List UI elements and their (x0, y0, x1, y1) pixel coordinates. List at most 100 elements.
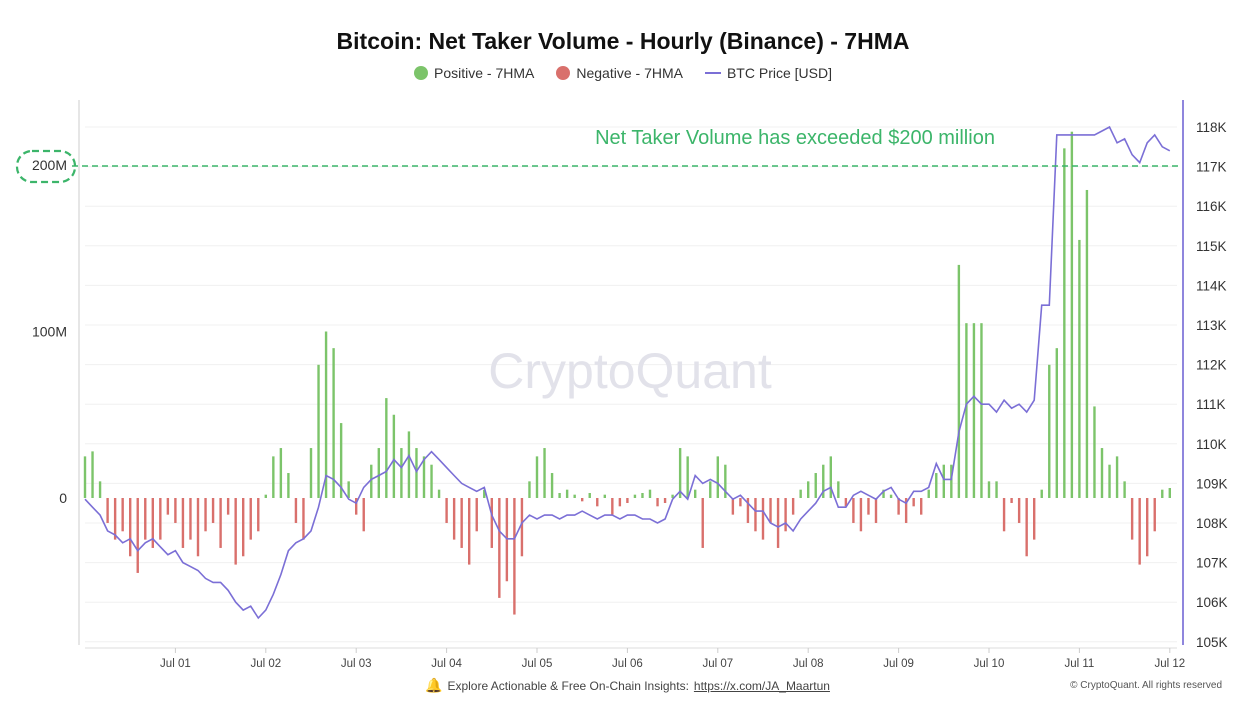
legend-price-label: BTC Price [USD] (726, 65, 832, 81)
right-tick-label: 112K (1196, 358, 1227, 373)
x-tick-label: Jul 04 (431, 658, 462, 670)
positive-bar (347, 481, 350, 498)
positive-bar (694, 489, 697, 498)
positive-bar (377, 448, 380, 498)
positive-bar (430, 464, 433, 498)
positive-bar (603, 494, 606, 498)
x-tick-label: Jul 01 (160, 658, 191, 670)
negative-bar (151, 498, 154, 548)
negative-bar (234, 498, 237, 565)
right-tick-label: 110K (1196, 437, 1227, 452)
positive-bar (558, 493, 561, 498)
positive-bar (822, 464, 825, 498)
positive-bar (535, 456, 539, 498)
negative-bar (769, 498, 772, 523)
footer: 🔔 Explore Actionable & Free On-Chain Ins… (425, 677, 830, 694)
positive-bar (935, 473, 938, 498)
legend-positive[interactable]: Positive - 7HMA (414, 65, 534, 81)
negative-bar (174, 498, 177, 523)
copyright: © CryptoQuant. All rights reserved (1070, 680, 1222, 691)
positive-bar (1093, 406, 1096, 498)
negative-bar (460, 498, 463, 548)
positive-bar (633, 494, 637, 498)
positive-bar (648, 489, 652, 498)
positive-bar (1063, 148, 1066, 498)
positive-bar (437, 489, 441, 498)
positive-bar (91, 451, 94, 498)
negative-bar (219, 498, 222, 548)
positive-bar (83, 456, 87, 498)
positive-bar (686, 456, 689, 498)
x-tick-label: Jul 08 (793, 658, 824, 670)
negative-bar (626, 498, 629, 503)
legend-price[interactable]: BTC Price [USD] (704, 65, 832, 81)
positive-bar (987, 481, 991, 498)
negative-bar (505, 498, 509, 582)
negative-bar (106, 498, 109, 523)
negative-bar (611, 498, 614, 515)
x-tick-label: Jul 03 (341, 658, 372, 670)
negative-bar (844, 498, 848, 507)
x-tick-label: Jul 05 (522, 658, 553, 670)
right-tick-label: 118K (1196, 120, 1227, 135)
positive-bar (814, 473, 817, 498)
negative-bar (867, 498, 870, 515)
negative-bar (242, 498, 245, 557)
legend-negative[interactable]: Negative - 7HMA (556, 65, 683, 81)
negative-bar (776, 498, 780, 548)
negative-bar (257, 498, 260, 532)
positive-bar (483, 489, 486, 498)
positive-bar (927, 489, 930, 498)
negative-bar (166, 498, 170, 515)
positive-bar (1100, 448, 1104, 498)
negative-bar (144, 498, 147, 540)
negative-bar (121, 498, 124, 532)
negative-bar (113, 498, 117, 540)
positive-bar (272, 456, 275, 498)
positive-bar (889, 494, 893, 498)
positive-bar (264, 494, 267, 498)
positive-bar (1115, 456, 1119, 498)
positive-bar (641, 493, 644, 498)
right-tick-label: 106K (1196, 595, 1228, 610)
btc-price-line (84, 125, 1171, 620)
positive-bar (671, 494, 674, 498)
negative-bar (663, 498, 667, 503)
positive-bar (724, 464, 727, 498)
negative-bar (1025, 498, 1028, 557)
negative-bar (784, 498, 787, 532)
positive-bar (385, 398, 388, 498)
x-tick-label: Jul 11 (1064, 658, 1094, 670)
positive-bar (1108, 464, 1111, 498)
negative-bar (1138, 498, 1141, 565)
x-tick-label: Jul 12 (1154, 658, 1185, 670)
negative-bar (226, 498, 230, 515)
positive-bar (942, 464, 945, 498)
volume-bars (83, 131, 1171, 615)
left-tick-label: 0 (59, 490, 67, 506)
right-tick-label: 105K (1196, 635, 1228, 650)
right-tick-label: 115K (1196, 239, 1227, 254)
bell-icon: 🔔 (425, 677, 443, 693)
left-tick-label: 100M (32, 324, 67, 340)
positive-bar (98, 481, 102, 498)
negative-bar (196, 498, 200, 557)
positive-bar (1070, 131, 1074, 498)
legend-positive-label: Positive - 7HMA (434, 65, 535, 81)
right-tick-label: 117K (1196, 160, 1227, 175)
positive-bar (339, 423, 343, 498)
watermark: CryptoQuant (488, 343, 772, 399)
negative-bar (520, 498, 524, 557)
footer-link[interactable]: https://x.com/JA_Maartun (693, 678, 830, 693)
positive-bar (799, 489, 802, 498)
positive-bar (950, 464, 953, 498)
negative-bar (204, 498, 207, 532)
positive-bar (332, 348, 335, 498)
negative-bar (701, 498, 704, 548)
positive-bar (588, 493, 591, 498)
positive-bar (980, 323, 983, 498)
right-tick-label: 113K (1196, 318, 1227, 333)
left-axis-ticks: 0 100M 200M (32, 157, 67, 506)
negative-bar (189, 498, 192, 540)
positive-bar (422, 456, 426, 498)
